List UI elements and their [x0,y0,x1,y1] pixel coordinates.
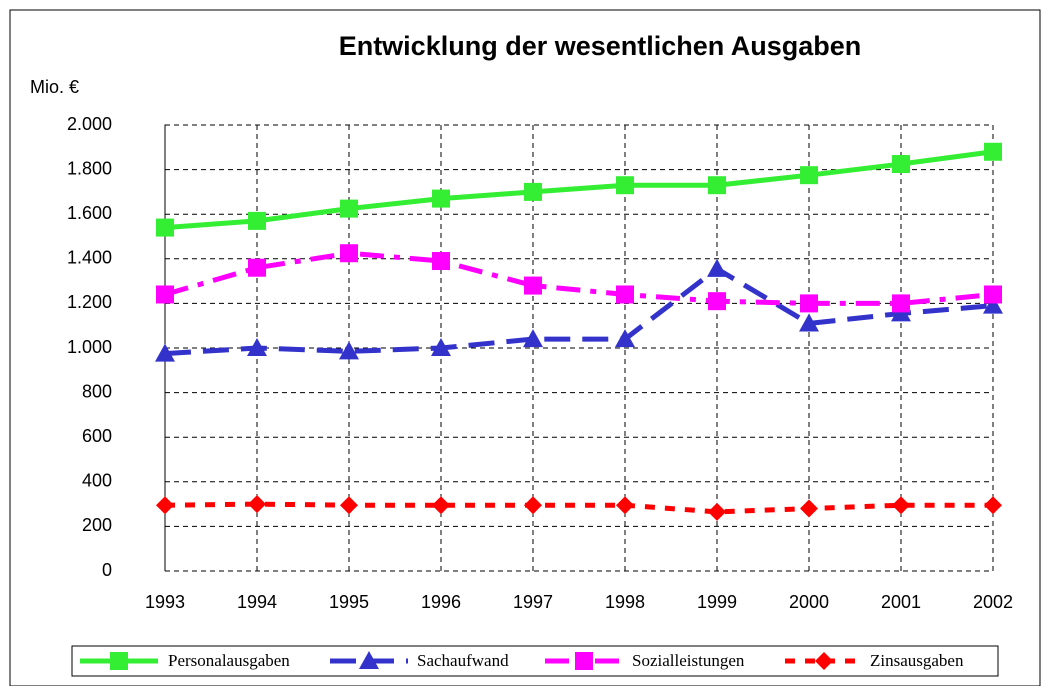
y-tick-label: 200 [82,515,112,535]
series-line [164,265,994,357]
marker [800,499,818,518]
marker [892,294,910,313]
marker [156,496,174,515]
y-tick-label: 1.000 [67,337,112,357]
marker [524,276,542,295]
marker [615,329,635,348]
marker [432,189,450,208]
x-tick-label: 1998 [605,592,645,612]
y-tick-label: 1.200 [67,292,112,312]
marker [339,341,359,360]
legend-label: Sozialleistungen [632,651,745,670]
marker [575,652,593,670]
marker [248,258,266,277]
x-tick-label: 1997 [513,592,553,612]
marker [432,496,450,515]
x-tick-label: 2002 [973,592,1013,612]
marker [800,294,818,313]
marker [431,338,451,356]
marker [247,338,267,356]
marker [340,496,358,515]
y-tick-label: 1.600 [67,203,112,223]
legend-box [71,645,999,677]
marker [110,652,128,670]
marker [984,285,1002,304]
marker [524,496,542,515]
marker [708,176,726,195]
y-tick-label: 800 [82,381,112,401]
x-tick-label: 2001 [881,592,921,612]
y-tick-label: 0 [102,560,112,580]
marker [359,651,379,669]
y-tick-label: 1.800 [67,158,112,178]
marker [524,182,542,201]
x-tick-label: 1995 [329,592,369,612]
marker [707,258,727,277]
x-tick-label: 2000 [789,592,829,612]
marker [984,496,1002,515]
y-tick-label: 600 [82,426,112,446]
marker [248,495,266,514]
chart-title: Entwicklung der wesentlichen Ausgaben [339,31,862,61]
x-tick-label: 1996 [421,592,461,612]
marker [708,502,726,521]
y-tick-label: 400 [82,471,112,491]
series-line [164,250,994,306]
x-tick-label: 1993 [145,592,185,612]
marker [892,496,910,515]
legend-label: Zinsausgaben [870,651,964,670]
y-axis-label: Mio. € [30,77,79,97]
marker [708,292,726,311]
marker [800,166,818,185]
legend-label: Personalausgaben [168,651,290,670]
marker [523,329,543,348]
marker [155,343,175,362]
marker [156,218,174,237]
marker [616,176,634,195]
marker [799,313,819,332]
y-tick-label: 1.400 [67,248,112,268]
marker [340,199,358,218]
marker [340,244,358,263]
y-tick-label: 2.000 [67,114,112,134]
marker [891,303,911,322]
marker [616,285,634,304]
marker [432,252,450,271]
series-line [164,149,994,231]
marker [892,155,910,174]
marker [156,285,174,304]
marker [616,496,634,515]
marker [984,142,1002,161]
x-tick-label: 1994 [237,592,277,612]
marker [815,652,833,670]
x-tick-label: 1999 [697,592,737,612]
marker [248,211,266,230]
legend-label: Sachaufwand [417,651,509,670]
marker [983,295,1003,314]
